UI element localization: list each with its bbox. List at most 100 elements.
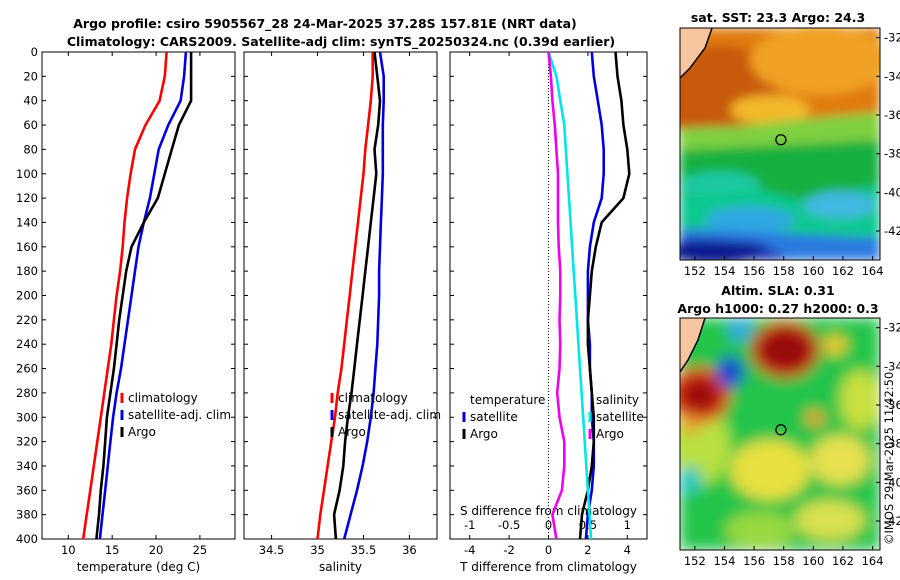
differences-series-salinity-satellite xyxy=(547,51,593,540)
differences-panel: -4 -2 0 2 4 T difference from climatology -1 -0… xyxy=(449,51,648,574)
depth-tick-label: 320 xyxy=(16,435,38,449)
map-lat-label: -38 xyxy=(884,147,900,161)
salinity-diff-tick-label: -0.5 xyxy=(498,518,520,532)
map-lon-label: 152 xyxy=(684,264,706,278)
sst-map: sat. SST: 23.3 Argo: 24.3 152 15 xyxy=(679,10,900,278)
depth-tick-label: 120 xyxy=(16,191,38,205)
differences-series-temperature-argo xyxy=(578,51,631,540)
sst-profile-marker xyxy=(775,134,787,146)
depth-tick-label: 0 xyxy=(31,45,38,59)
legend-label: satellite-adj. clim xyxy=(338,408,441,422)
legend-label: satellite xyxy=(470,410,518,424)
figure-title-line2: Climatology: CARS2009. Satellite-adj cli… xyxy=(67,34,615,50)
depth-tick-label: 80 xyxy=(23,142,38,156)
differences-series-salinity-argo xyxy=(547,51,566,540)
sla-map-ticks: 152 154 156 158 160 162 164 -32 -34 -36 -38 -40 -42 xyxy=(684,321,900,568)
map-lon-label: 162 xyxy=(832,554,854,568)
depth-tick-label: 20 xyxy=(23,69,38,83)
map-lon-label: 164 xyxy=(862,554,884,568)
depth-tick-label: 160 xyxy=(16,240,38,254)
depth-tick-label: 260 xyxy=(16,362,38,376)
depth-tick-label: 200 xyxy=(16,289,38,303)
salinity-diff-tick-label: 0 xyxy=(545,518,552,532)
map-lat-label: -32 xyxy=(884,31,900,45)
depth-tick-label: 60 xyxy=(23,118,38,132)
salinity-xlabel: salinity xyxy=(319,560,362,574)
depth-tick-label: 400 xyxy=(16,532,38,546)
salinity-axes-frame xyxy=(243,51,438,540)
temperature-xtick-label: 20 xyxy=(149,543,164,557)
temperature-axes-frame xyxy=(41,51,236,540)
salinity-series-argo xyxy=(332,51,382,540)
map-lat-label: -40 xyxy=(884,475,900,489)
sst-map-title: sat. SST: 23.3 Argo: 24.3 xyxy=(691,10,865,25)
map-lon-label: 156 xyxy=(743,554,765,568)
salinity-xtick-label: 35.5 xyxy=(351,543,377,557)
depth-tick-label: 240 xyxy=(16,337,38,351)
differences-xtick-label: -4 xyxy=(464,543,475,557)
legend-group-heading: temperature xyxy=(470,393,545,407)
map-lat-label: -34 xyxy=(884,69,900,83)
map-lat-label: -40 xyxy=(884,185,900,199)
sla-map-title-line1: Altim. SLA: 0.31 xyxy=(721,283,834,298)
differences-xtick-label: -2 xyxy=(503,543,514,557)
map-lon-label: 158 xyxy=(773,264,795,278)
depth-tick-label: 380 xyxy=(16,508,38,522)
legend-label: Argo xyxy=(128,425,156,439)
sla-land xyxy=(680,318,705,372)
map-lat-label: -38 xyxy=(884,437,900,451)
differences-xtick-label: 2 xyxy=(584,543,591,557)
temperature-panel: 0 20 40 60 80 100 120 140 160 180 200 220 240 260 280 3… xyxy=(16,45,236,574)
sla-map: Altim. SLA: 0.31 Argo h1000: 0.27 h2000:… xyxy=(677,283,900,568)
timestamp-label: ©IMOS 29-Mar-2025 11:42:50 xyxy=(882,371,896,545)
sst-land xyxy=(680,28,712,78)
depth-tick-label: 40 xyxy=(23,94,38,108)
map-lat-label: -36 xyxy=(884,108,900,122)
map-lat-label: -36 xyxy=(884,398,900,412)
map-lat-label: -34 xyxy=(884,359,900,373)
temperature-series-argo xyxy=(95,52,193,540)
salinity-diff-tick-label: -1 xyxy=(464,518,475,532)
depth-tick-label: 360 xyxy=(16,483,38,497)
legend-group-heading: salinity xyxy=(596,393,639,407)
map-lat-label: -32 xyxy=(884,321,900,335)
temperature-xtick-label: 10 xyxy=(61,543,76,557)
map-lon-label: 164 xyxy=(862,264,884,278)
salinity-xtick-label: 35 xyxy=(310,543,325,557)
sla-coastline xyxy=(680,318,706,373)
differences-xlabel: T difference from climatology xyxy=(459,560,637,574)
sla-field xyxy=(680,318,880,550)
sst-map-frame xyxy=(679,27,881,261)
sst-field xyxy=(680,28,880,260)
legend-label: Argo xyxy=(470,427,498,441)
temperature-series-satellite-adj-clim xyxy=(98,51,188,540)
legend-label: satellite-adj. clim xyxy=(128,408,231,422)
depth-tick-label: 340 xyxy=(16,459,38,473)
map-lon-label: 152 xyxy=(684,554,706,568)
salinity-xtick-label: 34.5 xyxy=(259,543,285,557)
map-lon-label: 154 xyxy=(713,554,735,568)
salinity-series-climatology xyxy=(316,52,375,540)
differences-series-temperature-satellite xyxy=(584,51,606,540)
salinity-series-satellite-adj-clim xyxy=(342,51,386,540)
profile-panels: 0204060801001201401601802002202402602803… xyxy=(16,45,648,574)
legend-label: climatology xyxy=(128,391,198,405)
map-lon-label: 154 xyxy=(713,264,735,278)
sla-map-title-line2: Argo h1000: 0.27 h2000: 0.3 xyxy=(677,301,878,316)
depth-tick-label: 100 xyxy=(16,167,38,181)
map-lon-label: 156 xyxy=(743,264,765,278)
figure-title-line1: Argo profile: csiro 5905567_28 24-Mar-20… xyxy=(73,16,577,32)
temperature-xtick-label: 15 xyxy=(105,543,120,557)
differences-xtick-label: 0 xyxy=(545,543,552,557)
sla-profile-marker xyxy=(775,424,787,436)
legend-label: climatology xyxy=(338,391,408,405)
temperature-series-climatology xyxy=(81,51,168,540)
legend-label: Argo xyxy=(596,427,624,441)
salinity-panel: 34.5 35 35.5 36 salinity climatology satellite… xyxy=(243,51,441,574)
depth-tick-label: 280 xyxy=(16,386,38,400)
temperature-xtick-label: 25 xyxy=(193,543,208,557)
salinity-diff-tick-label: 1 xyxy=(624,518,631,532)
differences-xtick-label: 4 xyxy=(624,543,631,557)
map-lon-label: 160 xyxy=(802,264,824,278)
